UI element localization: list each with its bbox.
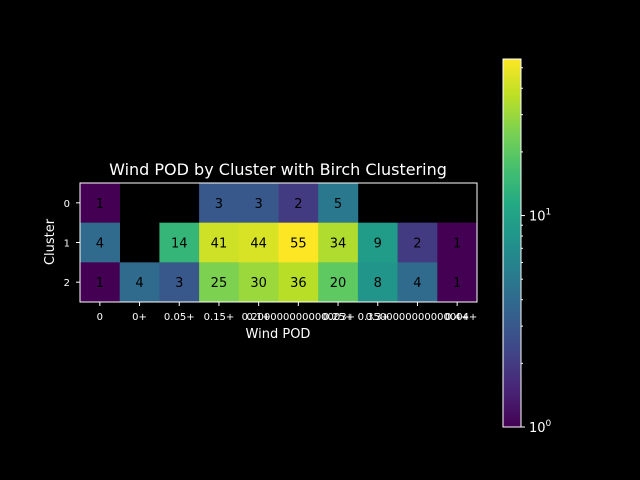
heatmap-cell [397, 262, 438, 303]
cell-value-label: 34 [330, 237, 347, 252]
cell-value-label: 20 [330, 276, 347, 291]
x-tick-label: 0 [97, 312, 103, 323]
x-tick-label: 0.3+ [366, 312, 390, 323]
cell-value-label: 1 [96, 197, 104, 212]
cell-value-label: 1 [96, 276, 104, 291]
x-tick-label: 0.1+ [247, 312, 271, 323]
heatmap-cell [437, 222, 478, 263]
cell-value-label: 3 [255, 197, 263, 212]
heatmap-cell [119, 262, 160, 303]
heatmap-cell [357, 262, 398, 303]
chart-title: Wind POD by Cluster with Birch Clusterin… [109, 160, 447, 179]
heatmap-cell [159, 222, 200, 263]
heatmap-cell [397, 222, 438, 263]
heatmap-cell [80, 262, 120, 303]
x-tick-label: 0.15+ [204, 312, 235, 323]
heatmap-cell [318, 222, 359, 263]
x-tick-label: 0+ [132, 312, 147, 323]
y-axis-ticks: 0 1 2 [64, 199, 80, 289]
colorbar-ticks: 100 101 [521, 67, 552, 436]
heatmap-cell [238, 262, 279, 303]
x-tick-label: 0.25+ [323, 312, 354, 323]
cell-value-label: 44 [250, 237, 267, 252]
heatmap-cell [199, 222, 240, 263]
y-tick-label: 0 [64, 199, 70, 210]
cell-value-label: 4 [413, 276, 421, 291]
cell-value-label: 3 [175, 276, 183, 291]
heatmap-cell [238, 183, 279, 223]
cell-value-label: 1 [453, 237, 461, 252]
heatmap-cell [318, 183, 359, 223]
heatmap-cell [357, 222, 398, 263]
heatmap-cell [199, 262, 240, 303]
cell-value-label: 14 [171, 237, 188, 252]
cell-value-label: 1 [453, 276, 461, 291]
x-tick-label: 0.3500000000000004+ [358, 312, 478, 323]
x-tick-label: 0.4+ [445, 312, 469, 323]
heatmap-cell [278, 183, 319, 223]
heatmap-cell [278, 222, 319, 263]
heatmap-cell [437, 262, 478, 303]
heatmap-cell [80, 222, 120, 263]
colorbar [502, 58, 522, 428]
x-tick-label: 0.05+ [164, 312, 195, 323]
cell-value-label: 5 [334, 197, 342, 212]
heatmap-cell [238, 222, 279, 263]
heatmap-cells: 1 3 3 2 54 14 41 44 55 34 9 2 11 4 3 25 30 36 20 8 4 1 [80, 183, 478, 303]
cell-value-label: 55 [290, 237, 307, 252]
cell-value-label: 30 [250, 276, 267, 291]
heatmap-cell [80, 183, 120, 223]
x-axis-ticks: 0 0+ 0.05+ 0.15+ 0.1+0.200000000000003+0.25+… [97, 302, 478, 323]
cell-value-label: 41 [211, 237, 228, 252]
x-tick-label: 0.200000000000003+ [242, 312, 355, 323]
heatmap-cell [159, 262, 200, 303]
cell-value-label: 4 [96, 237, 104, 252]
cell-value-label: 36 [290, 276, 307, 291]
x-axis-label: Wind POD [246, 327, 311, 342]
colorbar-tick-label: 101 [529, 208, 551, 225]
y-tick-label: 1 [64, 239, 70, 250]
colorbar-tick-label: 100 [529, 419, 552, 436]
cell-value-label: 9 [374, 237, 382, 252]
cell-value-label: 8 [374, 276, 382, 291]
heatmap-cell [199, 183, 240, 223]
cell-value-label: 2 [294, 197, 302, 212]
heatmap-cell [318, 262, 359, 303]
cell-value-label: 4 [135, 276, 143, 291]
y-axis-label: Cluster [43, 218, 58, 265]
heatmap-cell [278, 262, 319, 303]
cell-value-label: 2 [413, 237, 421, 252]
cell-value-label: 25 [211, 276, 228, 291]
cell-value-label: 3 [215, 197, 223, 212]
y-tick-label: 2 [64, 278, 70, 289]
